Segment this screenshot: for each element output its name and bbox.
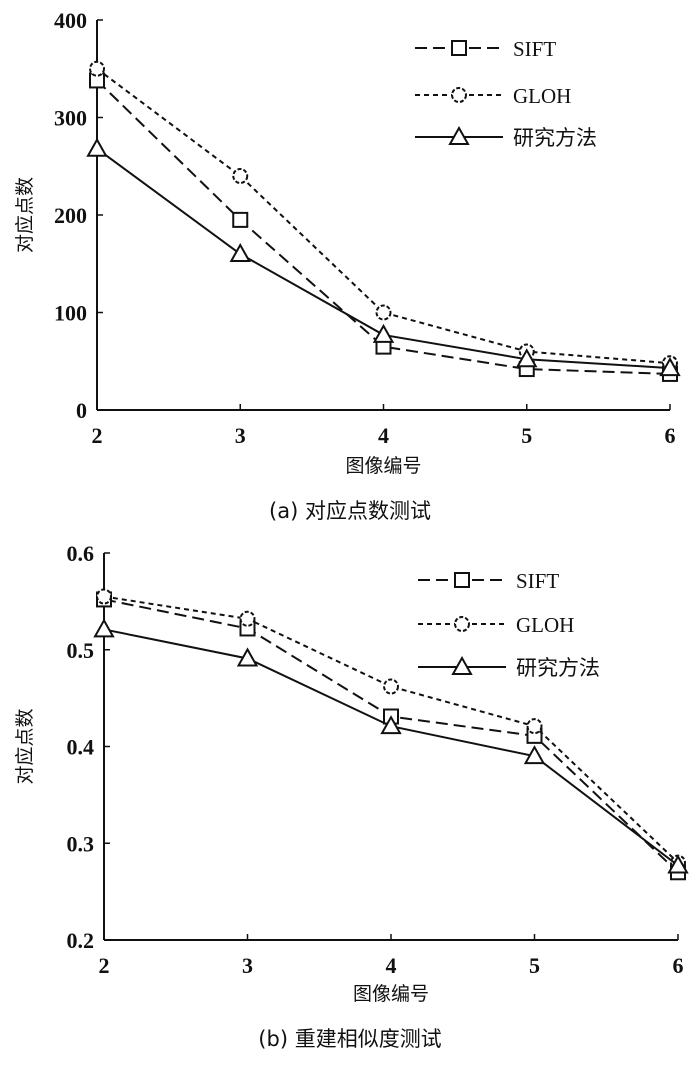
legend-marker [454,616,470,632]
y-tick-label: 100 [54,301,87,326]
series-line [96,79,671,375]
legend-label: GLOH [516,613,574,637]
data-point [667,854,689,874]
x-tick-label: 2 [99,953,110,978]
y-tick-label: 0 [76,398,87,423]
x-tick-label: 4 [386,953,397,978]
data-point [232,168,249,184]
x-tick-label: 5 [521,423,532,448]
x-axis-label: 图像编号 [353,983,429,1005]
data-point [383,678,399,695]
data-point [659,357,681,377]
y-tick-label: 0.6 [67,541,95,566]
data-point [523,745,546,765]
legend-label: SIFT [516,569,559,593]
x-tick-label: 6 [673,953,684,978]
y-tick-label: 0.5 [67,638,95,663]
legend-marker [451,40,467,56]
legend-marker [451,87,467,103]
x-tick-label: 3 [242,953,253,978]
data-point [239,610,256,627]
series-研究方法: 研究方法 [86,125,681,377]
data-point [96,588,112,605]
y-tick-label: 300 [54,106,87,131]
y-tick-label: 0.2 [67,928,95,953]
series-line [103,598,679,873]
series-GLOH: GLOH [96,588,686,871]
y-axis-label: 对应点数 [14,177,36,253]
legend-label: GLOH [513,84,571,108]
y-axis-label: 对应点数 [14,708,36,784]
data-point [236,647,259,667]
chart-caption: (b) 重建相似度测试 [258,1027,441,1051]
chart-b: 0.2 0.3 0.4 0.5 0.6 2 3 4 5 6 图像编号 对应点数 (b) 重建相似度测试 S… [14,541,689,1051]
data-point [526,718,543,735]
legend-marker [454,572,470,588]
data-point [380,715,402,735]
data-point [89,60,105,77]
legend-label: 研究方法 [513,126,597,150]
data-point [372,323,395,343]
series-SIFT: SIFT [89,37,678,382]
x-tick-label: 6 [665,423,676,448]
x-axis-label: 图像编号 [345,455,421,477]
x-tick-label: 5 [529,953,540,978]
y-tick-label: 200 [54,203,87,228]
y-tick-label: 400 [54,8,87,33]
legend-label: 研究方法 [516,656,600,680]
legend-marker [451,655,473,675]
x-tick-label: 3 [235,423,246,448]
data-point [229,242,251,262]
legend-marker [448,125,470,145]
y-tick-label: 0.4 [67,735,95,760]
chart-a: 0 100 200 300 400 2 3 4 5 6 图像编号 对应点数 (a) 对应点数测试 SIFT… [14,8,681,523]
data-point [93,618,115,638]
data-point [232,211,249,228]
data-point [86,137,108,157]
data-point [516,348,538,368]
x-tick-label: 2 [92,423,103,448]
y-tick-label: 0.3 [67,831,95,856]
series-line [96,67,671,365]
legend-label: SIFT [513,37,556,61]
series-研究方法: 研究方法 [93,618,689,874]
data-point [375,304,392,321]
x-tick-label: 4 [378,423,389,448]
chart-caption: (a) 对应点数测试 [269,499,431,523]
